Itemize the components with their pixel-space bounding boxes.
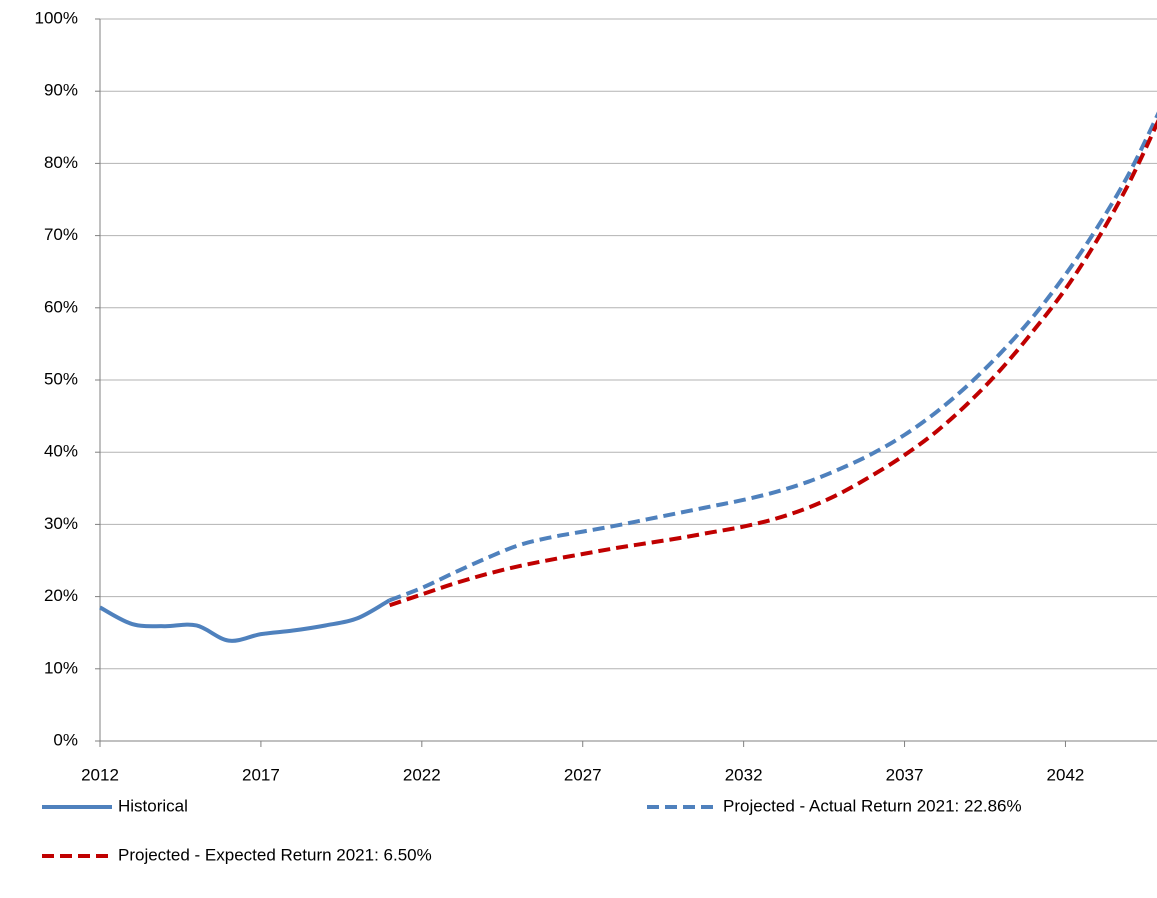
x-tick-label: 2022: [403, 765, 441, 784]
legend-label: Projected - Expected Return 2021: 6.50%: [118, 845, 432, 864]
y-tick-label: 70%: [44, 225, 78, 244]
y-tick-label: 10%: [44, 658, 78, 677]
y-tick-label: 100%: [35, 8, 78, 27]
x-tick-label: 2042: [1047, 765, 1085, 784]
y-tick-label: 0%: [53, 730, 78, 749]
y-tick-label: 80%: [44, 153, 78, 172]
y-tick-label: 60%: [44, 297, 78, 316]
x-tick-label: 2037: [886, 765, 924, 784]
y-tick-label: 30%: [44, 514, 78, 533]
y-tick-label: 40%: [44, 442, 78, 461]
x-tick-label: 2017: [242, 765, 280, 784]
x-tick-label: 2032: [725, 765, 763, 784]
legend-label: Projected - Actual Return 2021: 22.86%: [723, 796, 1022, 815]
series-line: [388, 111, 1157, 603]
y-tick-label: 20%: [44, 586, 78, 605]
series-line: [388, 118, 1157, 608]
y-tick-label: 50%: [44, 369, 78, 388]
x-tick-label: 2027: [564, 765, 602, 784]
legend-label: Historical: [118, 796, 188, 815]
series-line: [99, 598, 391, 643]
y-tick-label: 90%: [44, 81, 78, 100]
x-tick-label: 2012: [81, 765, 119, 784]
